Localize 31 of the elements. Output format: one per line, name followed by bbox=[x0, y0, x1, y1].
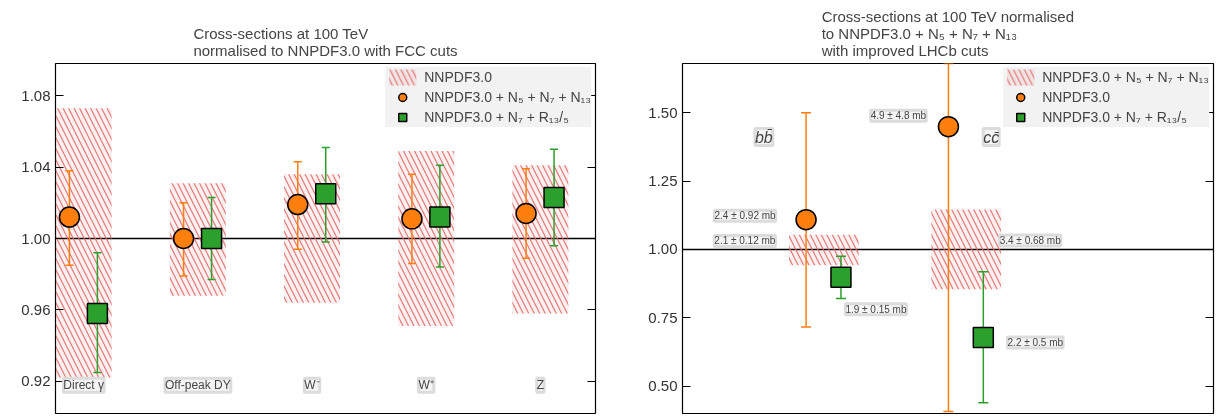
category-label: Direct γ bbox=[63, 378, 105, 393]
annotation: 2.4 ± 0.92 mb bbox=[714, 210, 777, 222]
category-label: Off-peak DY bbox=[164, 378, 231, 393]
legend-label: NNPDF3.0 bbox=[1042, 88, 1110, 106]
legend-label: NNPDF3.0 + N₇ + R₁₃/₅ bbox=[1042, 108, 1187, 126]
legend-label: NNPDF3.0 bbox=[424, 68, 492, 86]
y-tick-label: 0.92 bbox=[21, 372, 51, 390]
legend-label: NNPDF3.0 + N₇ + R₁₃/₅ bbox=[424, 108, 569, 126]
category-label: Z bbox=[536, 378, 545, 393]
category-label: bb̄ bbox=[754, 128, 773, 146]
annotation: 1.9 ± 0.15 mb bbox=[845, 303, 907, 315]
chart-title: Cross-sections at 100 TeV normalised to NNPDF3.0 with FCC cuts bbox=[193, 24, 458, 59]
y-tick-label: 0.50 bbox=[648, 377, 678, 395]
y-tick-label: 1.50 bbox=[648, 103, 678, 121]
y-tick-label: 1.00 bbox=[21, 229, 51, 247]
legend-label: NNPDF3.0 + N₅ + N₇ + N₁₃ bbox=[424, 88, 591, 106]
y-tick-label: 0.75 bbox=[648, 308, 678, 326]
y-tick-label: 1.04 bbox=[21, 158, 51, 176]
y-tick-label: 1.08 bbox=[21, 86, 51, 104]
category-label: cc̄ bbox=[983, 128, 1000, 146]
category-label: W⁺ bbox=[418, 378, 434, 393]
category-label: W⁻ bbox=[304, 378, 320, 393]
annotation: 2.1 ± 0.12 mb bbox=[714, 235, 776, 247]
y-tick-label: 0.96 bbox=[21, 300, 51, 318]
y-tick-label: 1.25 bbox=[648, 172, 678, 190]
annotation: 4.9 ± 4.8 mb bbox=[870, 110, 927, 122]
legend-label: NNPDF3.0 + N₅ + N₇ + N₁₃ bbox=[1042, 68, 1209, 86]
annotation: 3.4 ± 0.68 mb bbox=[999, 234, 1062, 246]
annotation: 2.2 ± 0.5 mb bbox=[1007, 336, 1064, 348]
chart-title: Cross-sections at 100 TeV normalised to NNPDF3.0 + N₅ + N₇ + N₁₃ with improved LHCb cuts bbox=[820, 7, 1075, 59]
y-tick-label: 1.00 bbox=[648, 240, 678, 258]
